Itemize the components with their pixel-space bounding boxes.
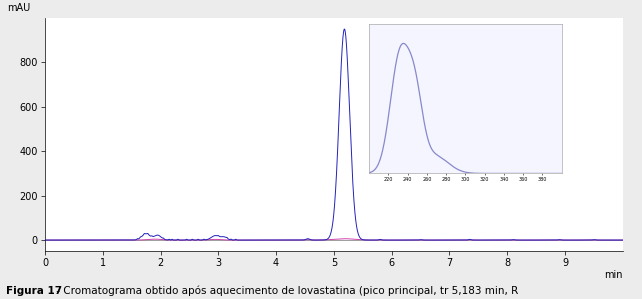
Text: Figura 17: Figura 17 <box>6 286 62 296</box>
Text: mAU: mAU <box>8 3 31 13</box>
Text: - Cromatograma obtido após aquecimento de lovastatina (pico principal, tr 5,183 : - Cromatograma obtido após aquecimento d… <box>53 286 518 296</box>
Text: min: min <box>604 270 623 280</box>
